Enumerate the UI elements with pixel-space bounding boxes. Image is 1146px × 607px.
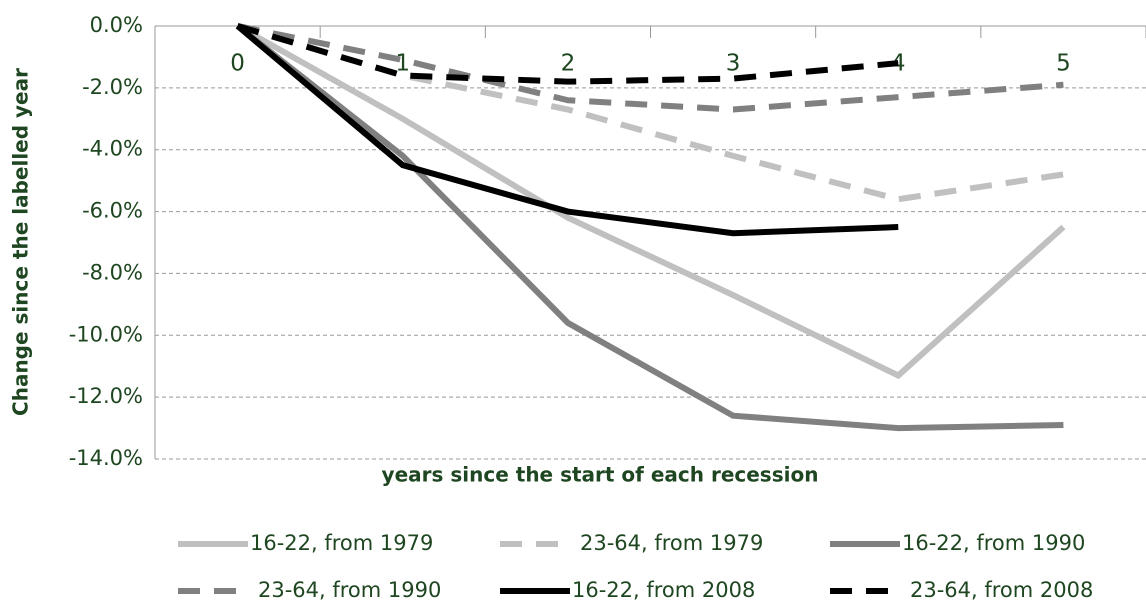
legend-label: 16-22, from 2008 bbox=[572, 578, 755, 602]
y-tick-label: 0.0% bbox=[90, 13, 143, 37]
y-tick-label: -4.0% bbox=[82, 137, 143, 161]
y-tick-label: -14.0% bbox=[69, 446, 143, 470]
y-tick-label: -10.0% bbox=[69, 322, 143, 346]
legend-label: 23-64, from 2008 bbox=[910, 578, 1093, 602]
series-line bbox=[236, 23, 1066, 380]
y-tick-label: -12.0% bbox=[69, 384, 143, 408]
y-tick-label: -8.0% bbox=[82, 260, 143, 284]
y-tick-label: -6.0% bbox=[82, 199, 143, 223]
series-line bbox=[236, 23, 899, 85]
series-line bbox=[235, 23, 899, 237]
x-tick-label: 3 bbox=[726, 51, 741, 77]
series-line bbox=[236, 23, 1064, 113]
legend-label: 16-22, from 1990 bbox=[902, 531, 1085, 555]
x-tick-label: 1 bbox=[395, 51, 410, 77]
legend-label: 23-64, from 1979 bbox=[580, 531, 763, 555]
y-tick-label: -2.0% bbox=[82, 75, 143, 99]
legend-label: 16-22, from 1979 bbox=[250, 531, 433, 555]
y-axis-title: Change since the labelled year bbox=[9, 68, 33, 416]
legend-label: 23-64, from 1990 bbox=[258, 578, 441, 602]
series-line bbox=[235, 23, 1064, 432]
x-tick-label: 0 bbox=[230, 51, 245, 77]
x-tick-label: 5 bbox=[1056, 51, 1071, 77]
x-tick-label: 2 bbox=[561, 51, 576, 77]
x-axis-title: years since the start of each recession bbox=[382, 463, 819, 487]
